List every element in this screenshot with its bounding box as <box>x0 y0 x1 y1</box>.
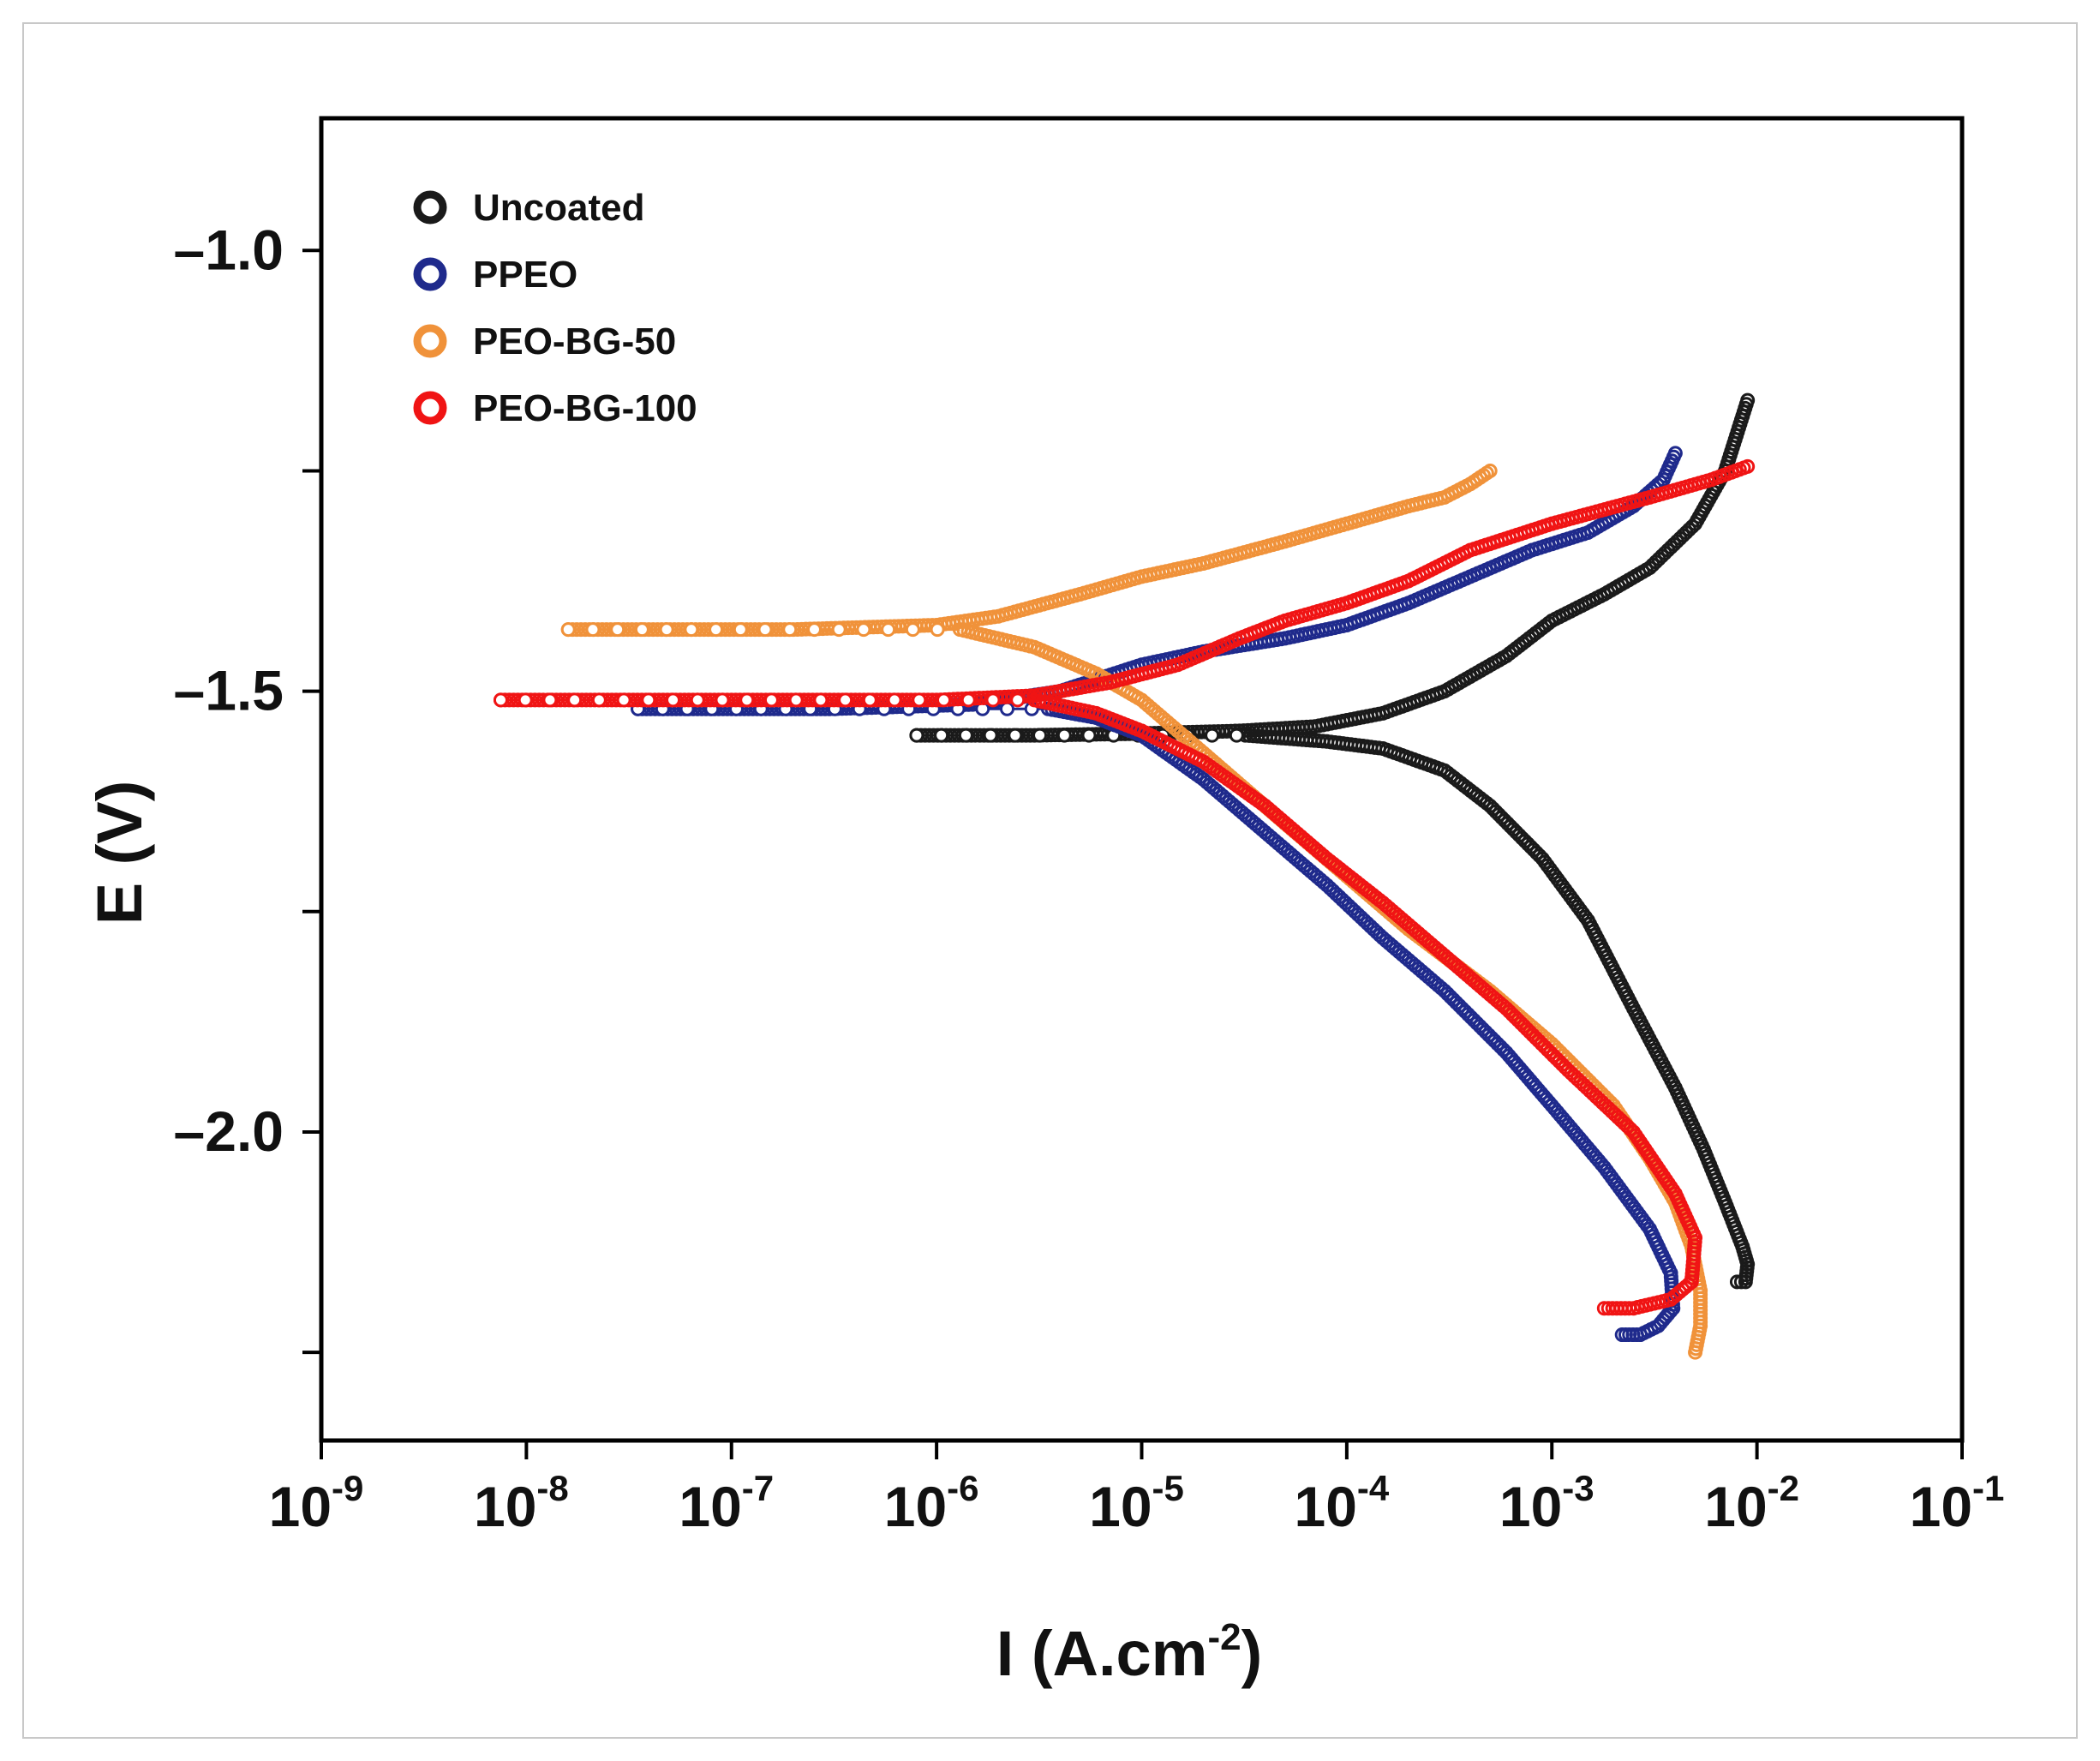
x-axis-title: I (A.cm-2) <box>996 1616 1263 1689</box>
series-peo-bg-50 <box>560 463 1708 1360</box>
x-tick-label: 10-7 <box>679 1468 774 1538</box>
data-point <box>739 692 755 708</box>
data-point <box>813 692 829 708</box>
series-uncoated <box>909 392 1756 1290</box>
plot-area <box>493 392 1756 1360</box>
x-tick-label: 10-4 <box>1294 1468 1389 1538</box>
data-point <box>1008 728 1023 743</box>
data-point <box>1010 692 1026 708</box>
y-axis: –1.0 –1.5 –2.0 <box>174 218 321 1355</box>
x-tick-label: 10-5 <box>1089 1468 1184 1538</box>
data-point <box>862 692 877 708</box>
data-point <box>1740 458 1756 474</box>
data-point <box>733 622 748 638</box>
data-point <box>999 701 1014 716</box>
plot-border <box>319 116 1965 1443</box>
data-point <box>634 622 649 638</box>
x-tick-label: 10-2 <box>1704 1468 1799 1538</box>
data-point <box>1729 1274 1744 1290</box>
series-ppeo <box>631 446 1683 1343</box>
y-tick-label: –1.0 <box>174 218 284 281</box>
data-point <box>1056 728 1072 743</box>
data-point <box>788 692 804 708</box>
data-point <box>930 622 945 638</box>
legend-item-peo-bg-100: PEO-BG-100 <box>413 387 697 429</box>
legend-label-ppeo: PPEO <box>473 254 577 296</box>
data-point <box>782 622 798 638</box>
legend-label-peo-bg-100: PEO-BG-100 <box>473 387 697 429</box>
data-point <box>1733 1274 1749 1290</box>
legend-label-peo-bg-50: PEO-BG-50 <box>473 320 676 362</box>
data-point <box>757 622 773 638</box>
x-axis: 10-9 10-8 10-7 10-6 10-5 10-4 10-3 10-2 10-1 <box>269 1441 2005 1538</box>
data-point <box>1596 1301 1612 1316</box>
series-peo-bg-100 <box>493 458 1756 1316</box>
data-point <box>831 622 847 638</box>
data-point <box>1667 446 1683 461</box>
data-point <box>1605 1301 1620 1316</box>
data-point <box>690 692 705 708</box>
data-point <box>856 622 871 638</box>
data-point <box>960 692 976 708</box>
data-point <box>1740 392 1756 408</box>
y-tick-label: –1.5 <box>174 659 284 722</box>
data-point <box>905 622 920 638</box>
data-point <box>591 692 607 708</box>
legend-marker-uncoated <box>413 190 447 225</box>
y-tick-label: –2.0 <box>174 1099 284 1163</box>
data-point <box>659 622 674 638</box>
data-point <box>1205 728 1220 743</box>
data-point <box>709 622 724 638</box>
data-point <box>983 728 998 743</box>
data-point <box>518 692 533 708</box>
data-point <box>936 692 952 708</box>
x-tick-label: 10-3 <box>1499 1468 1594 1538</box>
data-point <box>684 622 699 638</box>
data-point <box>985 692 1001 708</box>
legend-item-uncoated: Uncoated <box>413 187 644 229</box>
x-tick-label: 10-6 <box>884 1468 979 1538</box>
data-point <box>1032 728 1048 743</box>
data-point <box>567 692 583 708</box>
data-point <box>715 692 730 708</box>
data-point <box>838 692 853 708</box>
data-point <box>641 692 656 708</box>
legend-item-ppeo: PPEO <box>413 254 577 296</box>
legend-item-peo-bg-50: PEO-BG-50 <box>413 320 676 362</box>
x-tick-label: 10-9 <box>269 1468 364 1538</box>
legend-marker-peo-bg-50 <box>413 324 447 358</box>
data-point <box>1482 463 1498 478</box>
data-point <box>560 622 576 638</box>
legend-marker-ppeo <box>413 257 447 291</box>
data-point <box>1229 728 1244 743</box>
data-point <box>909 728 924 743</box>
data-point <box>958 728 973 743</box>
data-point <box>1738 1274 1753 1290</box>
data-point <box>1600 1301 1616 1316</box>
data-point <box>616 692 631 708</box>
data-point <box>881 622 896 638</box>
data-point <box>493 692 508 708</box>
data-point <box>610 622 625 638</box>
legend: Uncoated PPEO PEO-BG-50 PEO-BG-100 <box>413 187 697 429</box>
data-point <box>666 692 681 708</box>
figure-frame <box>22 22 2078 1739</box>
data-point <box>763 692 779 708</box>
data-point <box>887 692 902 708</box>
data-point <box>934 728 949 743</box>
x-tick-label: 10-1 <box>1910 1468 2005 1538</box>
data-point <box>912 692 927 708</box>
data-point <box>806 622 822 638</box>
data-point <box>542 692 558 708</box>
data-point <box>1688 1345 1703 1360</box>
data-point <box>1614 1327 1630 1343</box>
data-point <box>585 622 601 638</box>
y-axis-title: E (V) <box>84 781 155 925</box>
legend-label-uncoated: Uncoated <box>473 187 644 229</box>
x-tick-label: 10-8 <box>474 1468 569 1538</box>
data-point <box>1081 728 1097 743</box>
legend-marker-peo-bg-100 <box>413 391 447 425</box>
